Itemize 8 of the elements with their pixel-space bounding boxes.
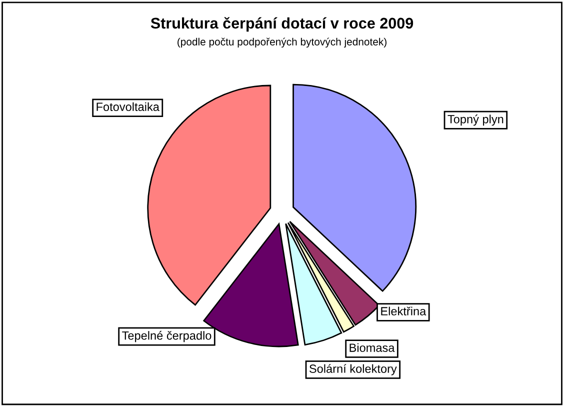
slice-label: Elektřina — [381, 306, 426, 316]
slice-label: Fotovoltaika — [96, 102, 160, 112]
chart-title: Struktura čerpání dotací v roce 2009 — [150, 17, 414, 32]
chart-subtitle: (podle počtu podpořených bytových jednotek) — [178, 38, 386, 48]
slice-label: Tepelné čerpadlo — [122, 330, 212, 342]
slice-label: Topný plyn — [448, 114, 504, 126]
legend-label: Solární kolektory — [309, 364, 397, 376]
slice-label: Biomasa — [350, 343, 395, 352]
